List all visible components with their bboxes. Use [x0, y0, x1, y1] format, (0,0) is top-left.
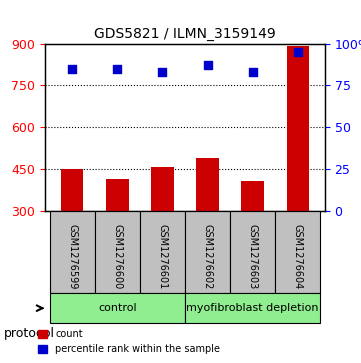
FancyBboxPatch shape: [185, 293, 321, 323]
Point: [114, 66, 120, 72]
Text: protocol: protocol: [4, 327, 55, 340]
Point: [295, 49, 301, 55]
FancyBboxPatch shape: [140, 211, 185, 293]
Text: GSM1276602: GSM1276602: [203, 224, 213, 289]
Bar: [287, 46, 309, 211]
Text: GSM1276604: GSM1276604: [293, 224, 303, 289]
Text: myofibroblast depletion: myofibroblast depletion: [186, 303, 319, 313]
Point: [69, 66, 75, 72]
FancyBboxPatch shape: [95, 211, 140, 293]
FancyBboxPatch shape: [230, 211, 275, 293]
Bar: [61, 169, 83, 211]
Text: control: control: [98, 303, 136, 313]
FancyBboxPatch shape: [49, 293, 185, 323]
FancyBboxPatch shape: [49, 211, 95, 293]
Text: GSM1276603: GSM1276603: [248, 224, 258, 289]
Bar: [196, 158, 219, 211]
Text: GSM1276600: GSM1276600: [112, 224, 122, 289]
Point: [250, 69, 256, 75]
Point: [205, 62, 210, 68]
Bar: [151, 167, 174, 211]
Legend: count, percentile rank within the sample: count, percentile rank within the sample: [34, 326, 224, 358]
FancyBboxPatch shape: [185, 211, 230, 293]
Text: GSM1276599: GSM1276599: [67, 224, 77, 289]
Bar: [106, 179, 129, 211]
Title: GDS5821 / ILMN_3159149: GDS5821 / ILMN_3159149: [94, 27, 276, 41]
FancyBboxPatch shape: [275, 211, 321, 293]
Point: [160, 69, 165, 75]
Text: GSM1276601: GSM1276601: [157, 224, 168, 289]
Bar: [242, 180, 264, 211]
